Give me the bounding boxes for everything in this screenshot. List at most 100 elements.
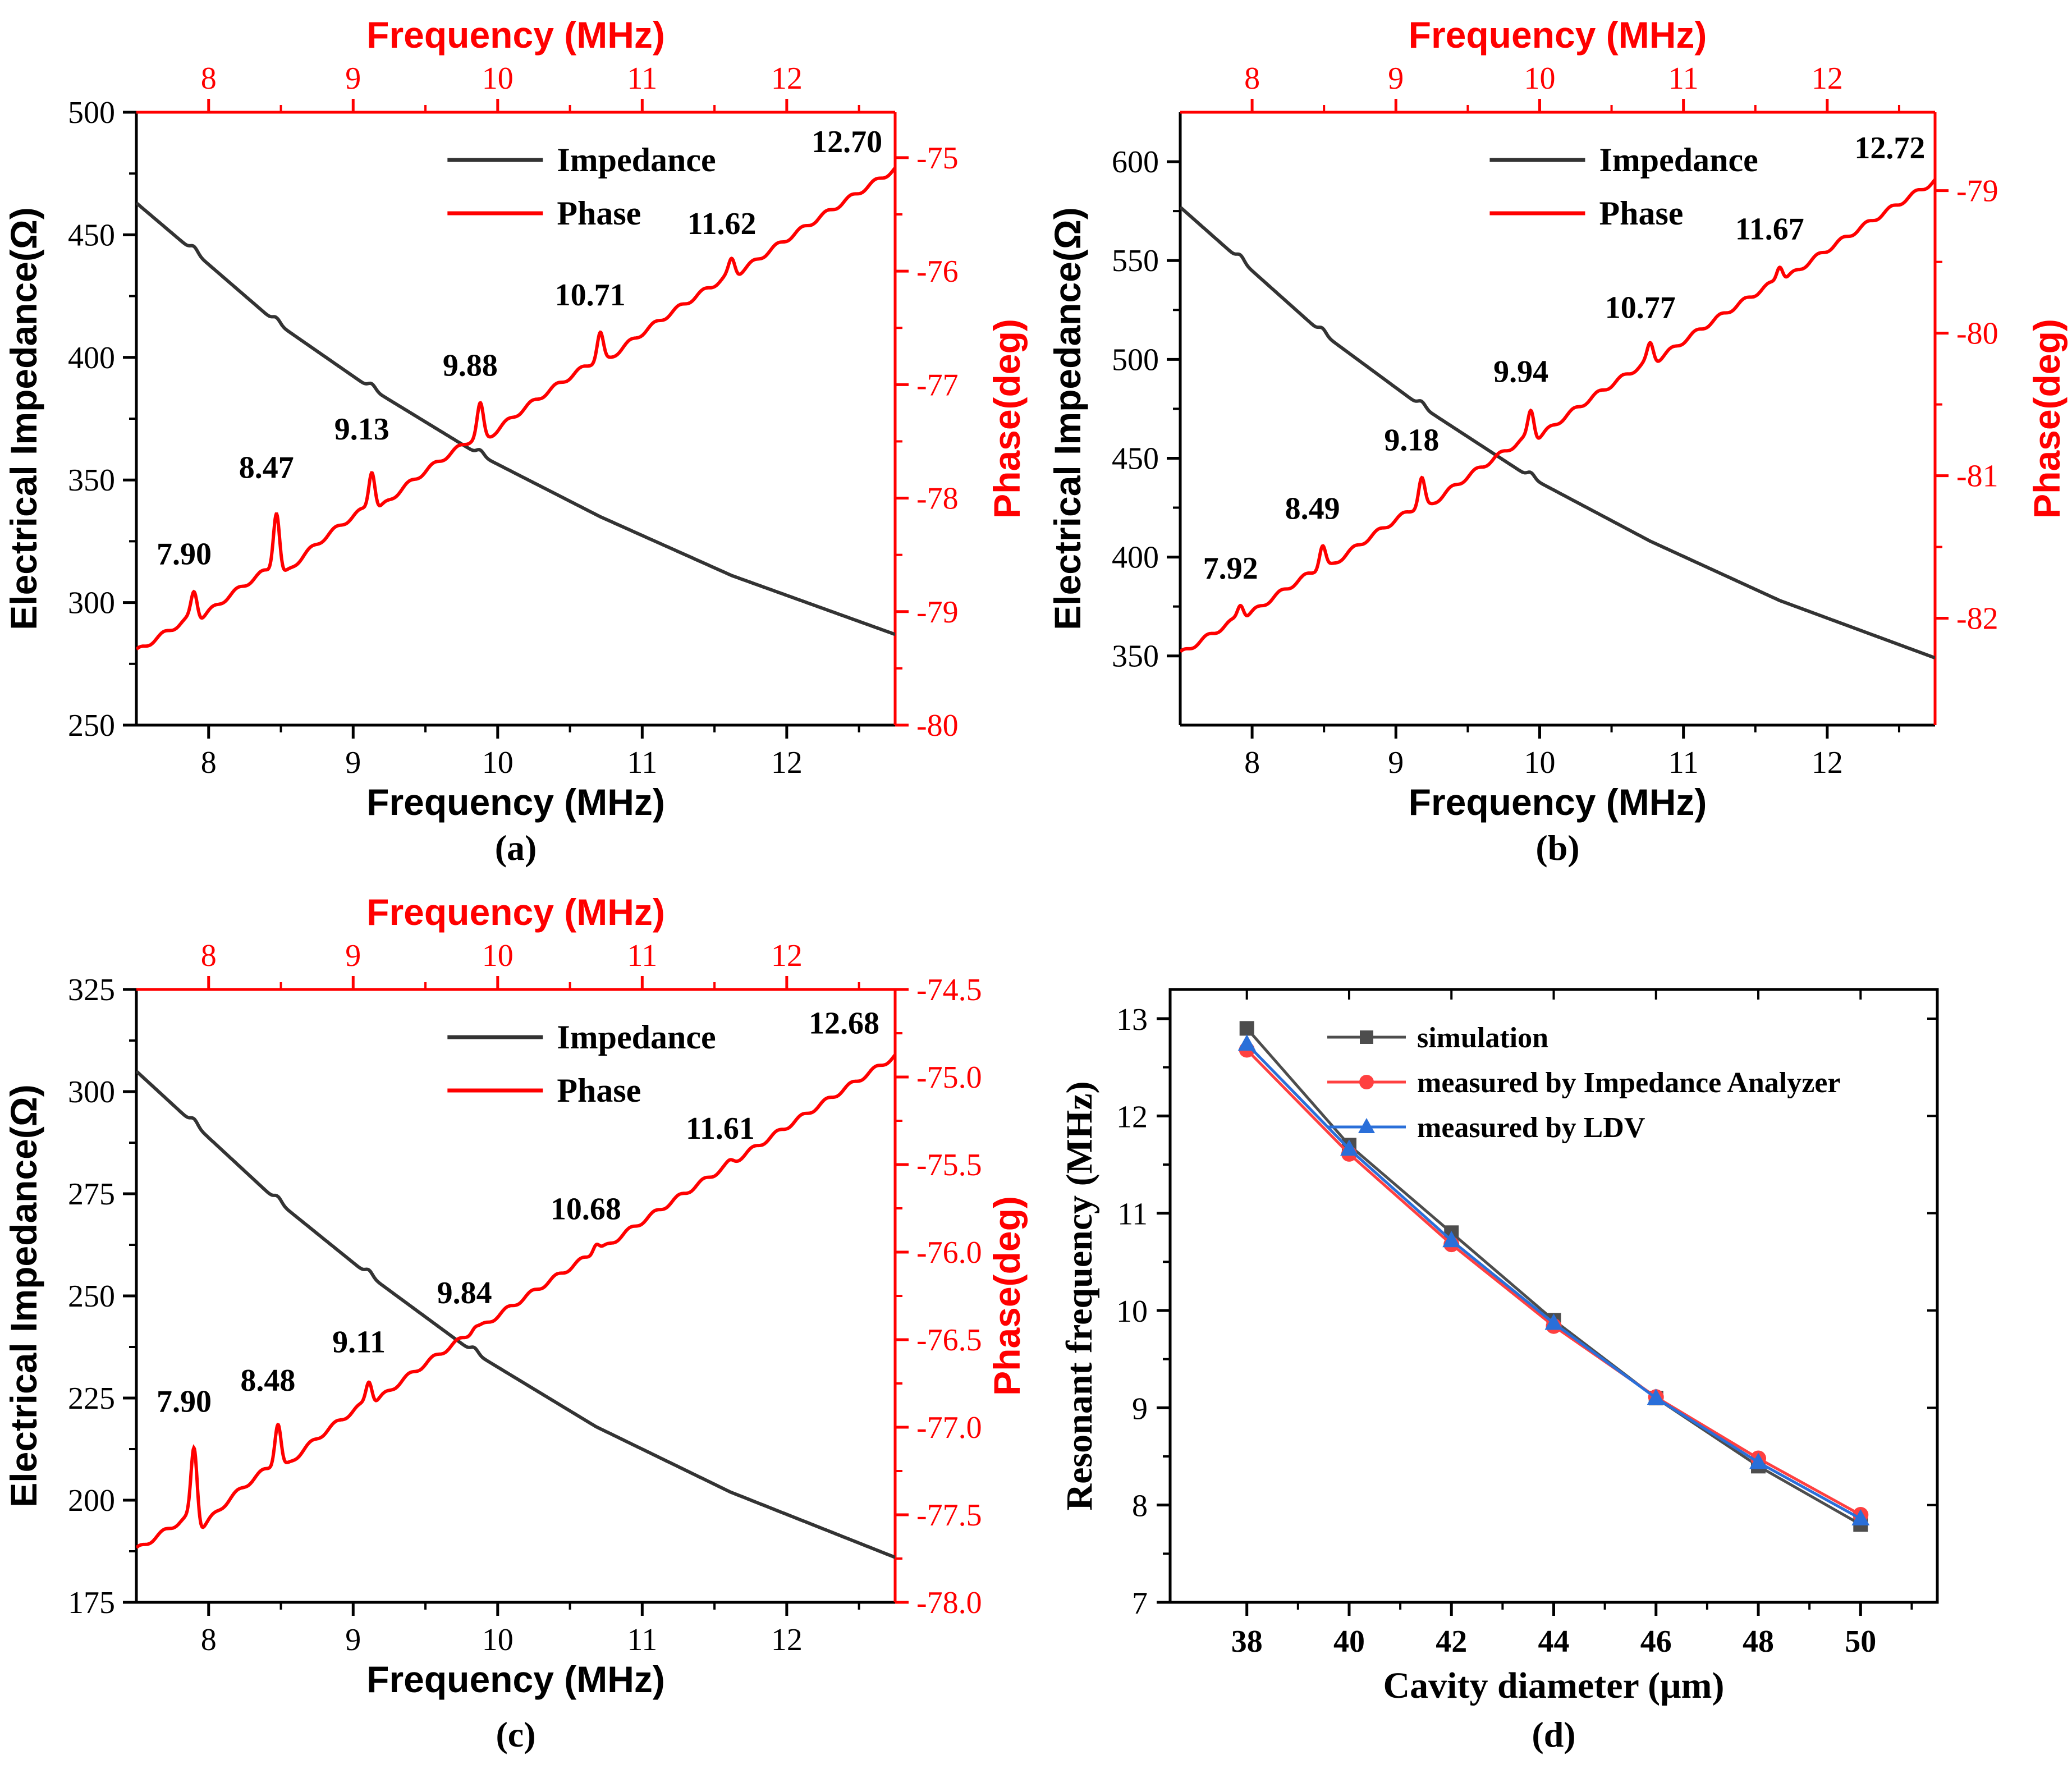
marker-triangle <box>1647 1389 1665 1405</box>
y2-tick-label: -80 <box>916 708 959 743</box>
series-simulation-line <box>1245 1027 1862 1526</box>
y2-tick-label: -82 <box>1956 602 1998 636</box>
y2-tick-label: -77 <box>916 368 959 402</box>
x2-tick-label: 9 <box>345 61 361 96</box>
marker-triangle <box>1851 1509 1870 1525</box>
panel-caption: (a) <box>495 828 537 868</box>
legend-marker-square <box>1360 1030 1373 1044</box>
y-tick-label: 600 <box>1112 145 1159 180</box>
y2-axis-title: Phase(deg) <box>986 1196 1028 1396</box>
peak-label: 11.61 <box>686 1111 755 1146</box>
y-tick-label: 250 <box>68 1279 115 1314</box>
x2-tick-label: 9 <box>345 938 361 973</box>
y2-tick-label: -75.5 <box>916 1148 982 1183</box>
marker-square <box>1239 1021 1254 1036</box>
marker-triangle <box>1544 1313 1563 1330</box>
y2-tick-label: -75.0 <box>916 1060 982 1095</box>
legend-label: measured by Impedance Analyzer <box>1417 1067 1840 1099</box>
x2-tick-label: 9 <box>1388 61 1404 96</box>
x-tick-label: 11 <box>627 1623 657 1657</box>
y2-axis-title: Phase(deg) <box>986 319 1028 519</box>
peak-label: 12.70 <box>812 125 882 159</box>
peak-label: 9.94 <box>1493 355 1548 389</box>
peak-label: 8.47 <box>239 451 294 485</box>
peak-label: 12.68 <box>809 1006 879 1041</box>
x-tick-label: 12 <box>771 745 803 780</box>
x-tick-label: 12 <box>1812 745 1843 780</box>
y2-tick-label: -76 <box>916 254 959 289</box>
chart-panel: 38 40 42 44 46 48 50 7 8 9 10 11 12 13 Cavity diameter… <box>1059 988 1939 1706</box>
legend-marker-triangle <box>1358 1118 1375 1133</box>
chart-panel: 8 8 9 9 10 10 11 11 12 12 350 400 450 500 550 600 -82 -81… <box>1047 14 2068 823</box>
x-tick-label: 44 <box>1538 1624 1570 1659</box>
marker-triangle <box>1442 1231 1461 1248</box>
y-tick-label: 325 <box>68 973 115 1007</box>
y-axis-title: Electrical Impedance(Ω) <box>3 1084 44 1507</box>
x-tick-label: 9 <box>345 1623 361 1657</box>
peak-label: 11.67 <box>1735 212 1804 247</box>
y-tick-label: 10 <box>1116 1294 1148 1329</box>
x-tick-label: 8 <box>201 1623 217 1657</box>
peak-label: 9.13 <box>334 412 389 447</box>
y-axis-title: Electrical Impedance(Ω) <box>3 207 44 630</box>
chart-panel: 8 8 9 9 10 10 11 11 12 12 175 200 225 250 275 300 325 -78… <box>3 891 1028 1700</box>
panel-caption: (d) <box>1532 1715 1575 1754</box>
y-tick-label: 350 <box>1112 639 1159 674</box>
phase-line <box>1180 178 1935 653</box>
x2-axis-title: Frequency (MHz) <box>366 14 665 56</box>
peak-label: 7.90 <box>157 537 212 571</box>
legend-label-impedance: Impedance <box>1599 141 1758 178</box>
y2-tick-label: -77.5 <box>916 1498 982 1533</box>
y-axis-title: Resonant frequency (MHz) <box>1059 1082 1100 1511</box>
x2-tick-label: 11 <box>1668 61 1699 96</box>
peak-label: 8.48 <box>240 1363 295 1398</box>
y-tick-label: 13 <box>1116 1002 1148 1037</box>
y-tick-label: 250 <box>68 708 115 743</box>
x2-axis-title: Frequency (MHz) <box>366 891 665 933</box>
peak-label: 12.72 <box>1854 131 1925 166</box>
x2-tick-label: 11 <box>627 938 657 973</box>
x2-tick-label: 12 <box>1812 61 1843 96</box>
y2-tick-label: -74.5 <box>916 973 982 1007</box>
y-tick-label: 550 <box>1112 244 1159 278</box>
x-tick-label: 8 <box>1244 745 1260 780</box>
legend-label: simulation <box>1417 1022 1548 1054</box>
panel-caption: (b) <box>1535 828 1579 868</box>
x2-tick-label: 12 <box>771 938 803 973</box>
y2-tick-label: -75 <box>916 141 959 176</box>
x-tick-label: 10 <box>482 1623 514 1657</box>
marker-triangle <box>1340 1139 1358 1156</box>
x2-tick-label: 8 <box>201 61 217 96</box>
y-tick-label: 300 <box>68 586 115 621</box>
x2-tick-label: 11 <box>627 61 657 96</box>
phase-line <box>136 1053 895 1549</box>
y2-tick-label: -78 <box>916 482 959 516</box>
chart-panel: 8 8 9 9 10 10 11 11 12 12 250 300 350 400 450 500 -80 -79… <box>3 14 1028 823</box>
peak-label: 10.77 <box>1605 290 1676 325</box>
x-axis-title: Frequency (MHz) <box>366 1658 665 1700</box>
y-axis-title: Electrical Impedance(Ω) <box>1047 207 1088 630</box>
y2-axis-title: Phase(deg) <box>2026 319 2068 519</box>
peak-label: 8.49 <box>1285 491 1340 526</box>
impedance-line <box>136 201 895 636</box>
peak-label: 9.18 <box>1384 423 1439 458</box>
y-tick-label: 11 <box>1117 1197 1148 1232</box>
x2-tick-label: 8 <box>201 938 217 973</box>
y-tick-label: 175 <box>68 1585 115 1620</box>
x-tick-label: 38 <box>1231 1624 1263 1659</box>
legend-label-phase: Phase <box>1599 195 1683 232</box>
y-tick-label: 350 <box>68 463 115 498</box>
y2-tick-label: -79 <box>1956 174 1998 209</box>
x-axis-title: Cavity diameter (μm) <box>1383 1665 1724 1706</box>
x2-axis-title: Frequency (MHz) <box>1409 14 1707 56</box>
x-tick-label: 9 <box>345 745 361 780</box>
y2-tick-label: -81 <box>1956 459 1998 494</box>
marker-triangle <box>1749 1452 1768 1469</box>
x-tick-label: 10 <box>1524 745 1555 780</box>
x-axis-title: Frequency (MHz) <box>366 781 665 823</box>
y2-tick-label: -80 <box>1956 317 1998 351</box>
y-tick-label: 450 <box>1112 441 1159 476</box>
y-tick-label: 500 <box>1112 342 1159 377</box>
legend-label-phase: Phase <box>557 1072 641 1109</box>
